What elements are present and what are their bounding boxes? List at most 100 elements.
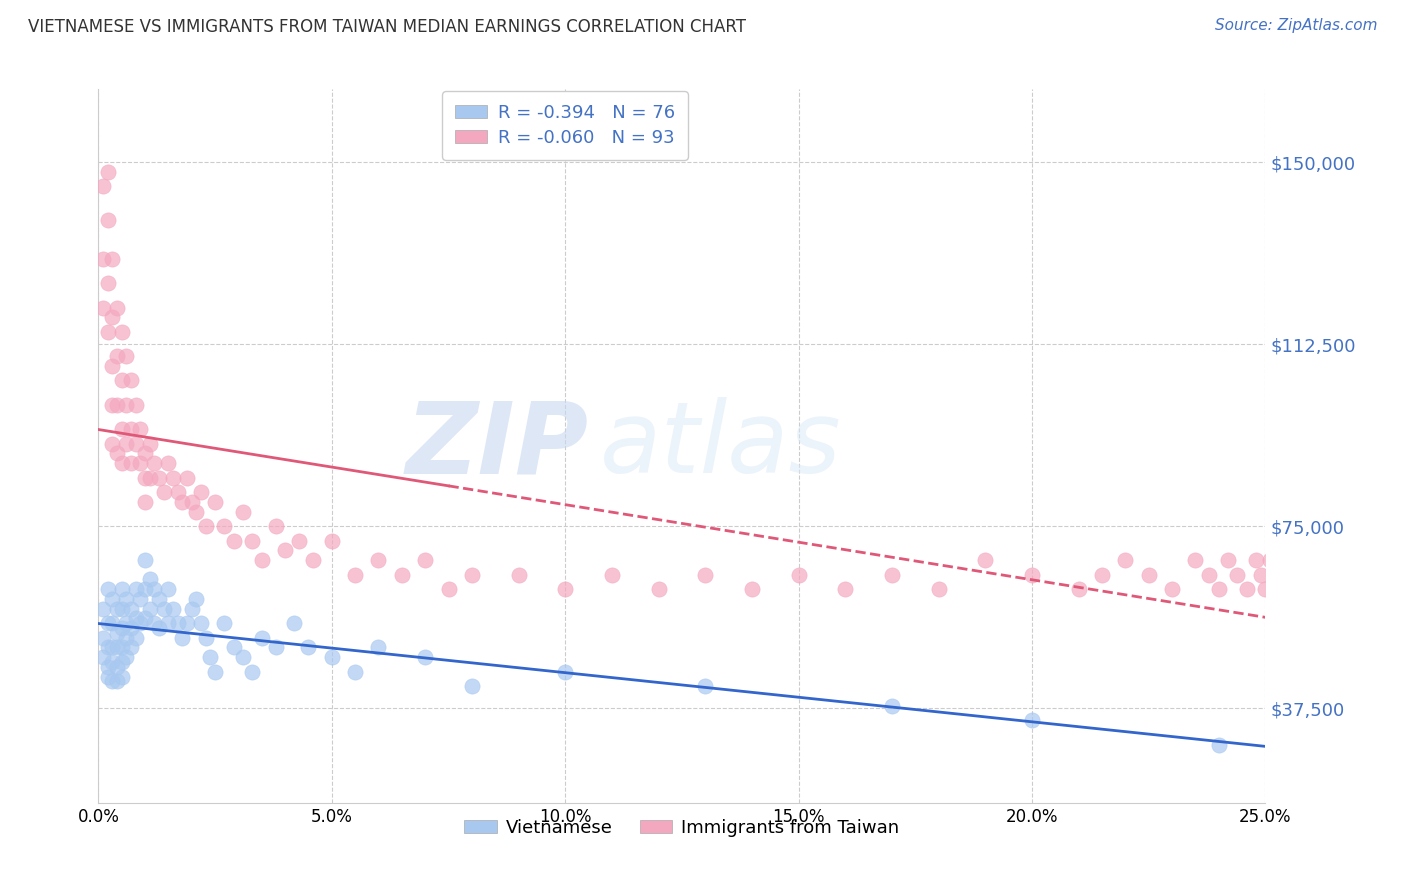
- Point: [508, 567, 530, 582]
- Point: [111, 582, 134, 597]
- Point: [111, 655, 134, 669]
- Point: [242, 533, 264, 548]
- Point: [461, 679, 484, 693]
- Point: [134, 611, 156, 625]
- Point: [162, 470, 184, 484]
- Point: [172, 631, 194, 645]
- Point: [302, 553, 325, 567]
- Point: [1226, 567, 1249, 582]
- Point: [91, 301, 114, 315]
- Point: [139, 601, 162, 615]
- Point: [139, 436, 162, 450]
- Text: ZIP: ZIP: [405, 398, 589, 494]
- Point: [125, 582, 148, 597]
- Point: [288, 533, 311, 548]
- Point: [134, 495, 156, 509]
- Point: [176, 470, 198, 484]
- Point: [1067, 582, 1090, 597]
- Point: [97, 277, 120, 291]
- Point: [232, 504, 254, 518]
- Point: [111, 325, 134, 339]
- Point: [180, 495, 202, 509]
- Point: [1198, 567, 1220, 582]
- Point: [125, 436, 148, 450]
- Point: [1236, 582, 1258, 597]
- Point: [250, 553, 273, 567]
- Point: [554, 582, 576, 597]
- Point: [166, 485, 188, 500]
- Point: [413, 553, 436, 567]
- Point: [129, 456, 152, 470]
- Point: [143, 582, 166, 597]
- Point: [1244, 553, 1267, 567]
- Point: [111, 456, 134, 470]
- Point: [250, 631, 273, 645]
- Point: [101, 616, 124, 631]
- Point: [321, 533, 343, 548]
- Point: [115, 591, 138, 606]
- Point: [125, 398, 148, 412]
- Point: [97, 640, 120, 655]
- Point: [741, 582, 763, 597]
- Point: [1161, 582, 1184, 597]
- Point: [880, 698, 903, 713]
- Point: [97, 616, 120, 631]
- Point: [554, 665, 576, 679]
- Point: [186, 591, 208, 606]
- Point: [115, 631, 138, 645]
- Point: [115, 616, 138, 631]
- Text: atlas: atlas: [600, 398, 842, 494]
- Point: [148, 591, 170, 606]
- Point: [222, 533, 245, 548]
- Point: [437, 582, 460, 597]
- Point: [101, 310, 124, 325]
- Point: [214, 616, 236, 631]
- Point: [928, 582, 950, 597]
- Point: [105, 640, 128, 655]
- Point: [115, 349, 138, 363]
- Point: [200, 650, 222, 665]
- Point: [172, 495, 194, 509]
- Point: [105, 674, 128, 689]
- Point: [1114, 553, 1136, 567]
- Point: [111, 670, 134, 684]
- Text: Source: ZipAtlas.com: Source: ZipAtlas.com: [1215, 18, 1378, 33]
- Point: [134, 446, 156, 460]
- Point: [143, 616, 166, 631]
- Point: [222, 640, 245, 655]
- Point: [101, 674, 124, 689]
- Point: [134, 470, 156, 484]
- Point: [148, 470, 170, 484]
- Point: [162, 601, 184, 615]
- Text: VIETNAMESE VS IMMIGRANTS FROM TAIWAN MEDIAN EARNINGS CORRELATION CHART: VIETNAMESE VS IMMIGRANTS FROM TAIWAN MED…: [28, 18, 747, 36]
- Point: [148, 621, 170, 635]
- Point: [101, 359, 124, 373]
- Point: [101, 655, 124, 669]
- Point: [139, 573, 162, 587]
- Point: [152, 485, 174, 500]
- Point: [264, 640, 287, 655]
- Point: [134, 553, 156, 567]
- Point: [105, 398, 128, 412]
- Point: [264, 519, 287, 533]
- Point: [1264, 567, 1286, 582]
- Point: [321, 650, 343, 665]
- Point: [344, 567, 367, 582]
- Point: [1091, 567, 1114, 582]
- Point: [152, 601, 174, 615]
- Point: [297, 640, 319, 655]
- Point: [105, 446, 128, 460]
- Point: [274, 543, 297, 558]
- Point: [120, 640, 142, 655]
- Point: [120, 621, 142, 635]
- Point: [129, 591, 152, 606]
- Point: [1250, 567, 1272, 582]
- Point: [1208, 582, 1230, 597]
- Point: [105, 349, 128, 363]
- Point: [1216, 553, 1239, 567]
- Point: [97, 582, 120, 597]
- Point: [204, 665, 226, 679]
- Point: [97, 325, 120, 339]
- Point: [283, 616, 305, 631]
- Point: [91, 179, 114, 194]
